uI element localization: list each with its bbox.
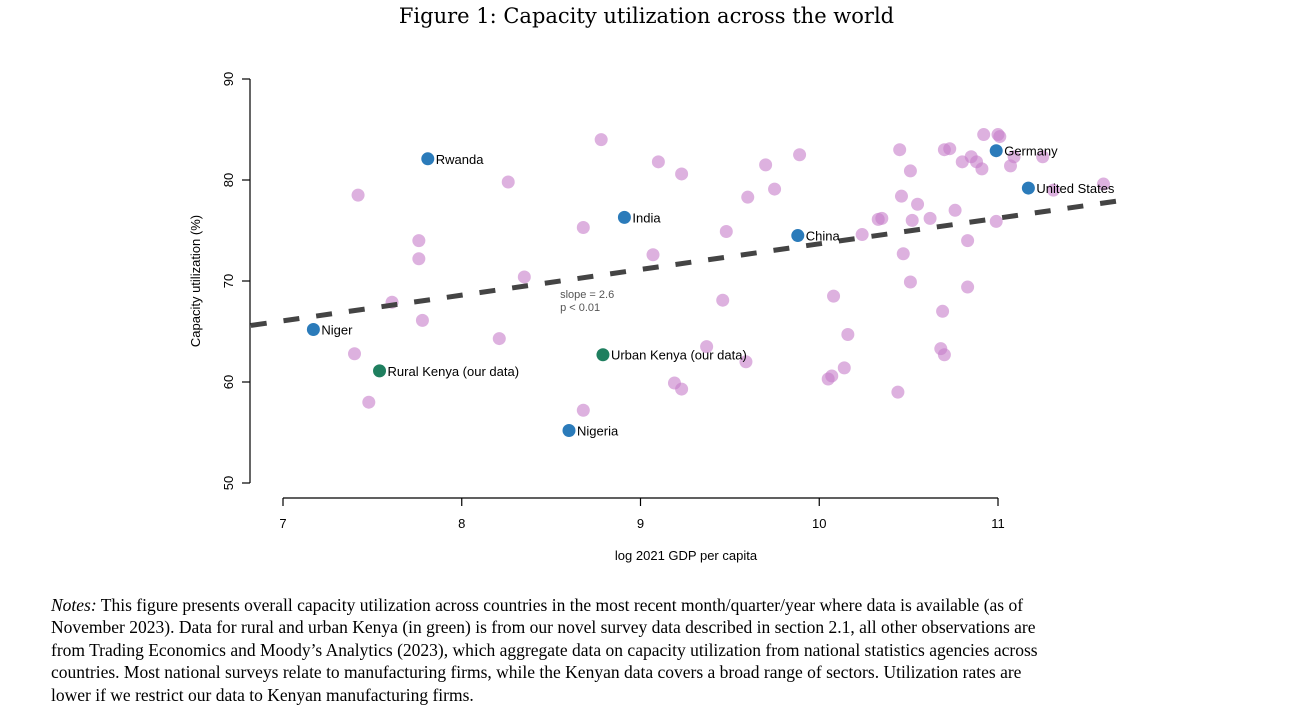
data-point (948, 203, 962, 217)
notes-line-3: countries. Most national surveys relate … (51, 662, 1022, 683)
x-tick-label: 10 (812, 516, 826, 531)
data-point (936, 304, 950, 318)
data-point (348, 347, 361, 361)
y-tick-label: 60 (221, 375, 236, 389)
y-tick-label: 90 (221, 72, 236, 86)
data-point (855, 228, 869, 242)
data-point (501, 175, 515, 189)
labeled-point (989, 144, 1003, 158)
data-point (894, 189, 908, 203)
data-point (903, 275, 917, 289)
labeled-point (306, 322, 320, 336)
data-point (891, 385, 905, 399)
x-tick-label: 11 (991, 516, 1005, 531)
data-point (977, 128, 991, 142)
labeled-point (596, 348, 610, 362)
data-point (937, 348, 951, 362)
x-tick-label: 9 (637, 516, 644, 531)
data-point (1046, 183, 1060, 197)
data-point (415, 313, 429, 327)
data-point (517, 270, 531, 284)
notes-text: This figure presents overall capacity ut… (96, 595, 1024, 615)
data-point (911, 197, 925, 211)
notes-line-4: lower if we restrict our data to Kenyan … (51, 684, 474, 705)
data-point (961, 280, 975, 294)
data-point (716, 293, 730, 307)
data-point (943, 142, 957, 156)
data-point (989, 214, 1003, 228)
data-point (905, 213, 919, 227)
data-point (827, 289, 841, 303)
notes-line-0: Notes: This figure presents overall capa… (51, 594, 1251, 616)
point-label: China (806, 229, 841, 244)
data-point (412, 234, 426, 248)
y-axis-label: Capacity utilization (%) (188, 215, 203, 347)
point-label: India (632, 210, 661, 225)
data-point (492, 332, 506, 346)
point-label: Rwanda (436, 152, 484, 167)
data-point (993, 130, 1007, 144)
point-label: Niger (321, 322, 353, 337)
data-point (1096, 177, 1110, 191)
data-point (825, 369, 839, 383)
data-point (903, 164, 917, 178)
data-point (893, 143, 907, 157)
x-tick-label: 8 (458, 516, 465, 531)
labeled-point (373, 364, 387, 378)
data-point (675, 167, 689, 181)
figure-title: Figure 1: Capacity utilization across th… (398, 4, 895, 28)
data-point (923, 211, 937, 225)
data-point (719, 225, 733, 239)
notes-line-1: November 2023). Data for rural and urban… (51, 617, 1036, 638)
figure-notes: Notes: This figure presents overall capa… (51, 594, 1251, 706)
data-point (768, 182, 782, 196)
scatter-chart: 50 60 70 80 90 7 8 9 10 11 log 2021 GDP per capita… (188, 72, 1124, 563)
data-point (576, 403, 590, 417)
point-label: United States (1036, 181, 1115, 196)
data-point (351, 188, 365, 202)
p-value-label: p < 0.01 (560, 302, 600, 314)
data-point (675, 382, 689, 396)
point-label: Nigeria (577, 423, 619, 438)
data-point (412, 252, 426, 266)
data-point (362, 395, 376, 409)
data-point (896, 247, 910, 261)
data-point (961, 234, 975, 248)
notes-line-2: from Trading Economics and Moody’s Analy… (51, 639, 1038, 660)
data-point (1036, 150, 1050, 164)
data-point (793, 148, 807, 162)
data-point (875, 211, 889, 225)
data-point (975, 162, 989, 176)
data-point (841, 328, 855, 342)
notes-prefix: Notes: (51, 595, 97, 615)
data-point (646, 248, 660, 262)
x-tick-label: 7 (279, 516, 286, 531)
point-label: Urban Kenya (our data) (611, 348, 747, 363)
labeled-point (421, 152, 435, 166)
data-point (1004, 159, 1018, 173)
data-point (651, 155, 665, 169)
labeled-point (617, 210, 631, 224)
labeled-point (562, 423, 576, 437)
labeled-point (1021, 181, 1035, 195)
data-point (700, 340, 714, 354)
data-point (759, 158, 773, 172)
data-point (594, 133, 608, 147)
data-point (739, 355, 753, 369)
point-label: Rural Kenya (our data) (388, 364, 520, 379)
data-point (837, 361, 851, 375)
slope-label: slope = 2.6 (560, 289, 614, 301)
data-point (576, 220, 590, 234)
regression-line (250, 197, 1124, 328)
y-tick-label: 80 (221, 173, 236, 187)
y-tick-label: 50 (221, 476, 236, 490)
data-point (741, 190, 755, 204)
labeled-point (791, 229, 805, 243)
point-label: Germany (1004, 144, 1058, 159)
y-tick-label: 70 (221, 274, 236, 288)
x-axis-label: log 2021 GDP per capita (615, 548, 758, 563)
